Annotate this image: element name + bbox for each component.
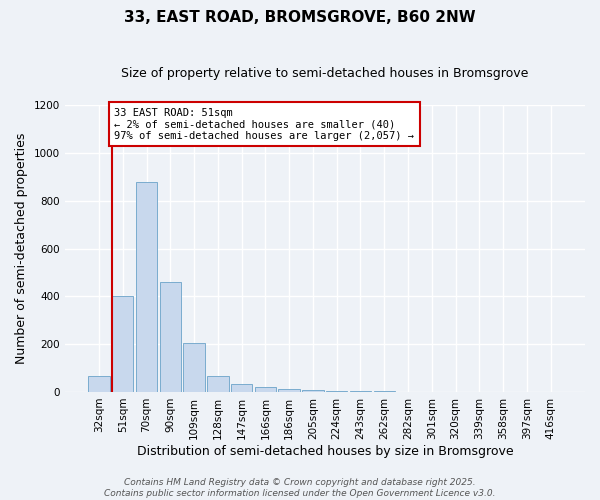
Y-axis label: Number of semi-detached properties: Number of semi-detached properties (15, 133, 28, 364)
Text: 33, EAST ROAD, BROMSGROVE, B60 2NW: 33, EAST ROAD, BROMSGROVE, B60 2NW (124, 10, 476, 25)
Text: 33 EAST ROAD: 51sqm
← 2% of semi-detached houses are smaller (40)
97% of semi-de: 33 EAST ROAD: 51sqm ← 2% of semi-detache… (115, 108, 415, 141)
Text: Contains HM Land Registry data © Crown copyright and database right 2025.
Contai: Contains HM Land Registry data © Crown c… (104, 478, 496, 498)
Bar (326, 391, 347, 392)
Bar (231, 384, 253, 392)
Bar (255, 386, 276, 392)
Bar (88, 376, 110, 392)
Bar (112, 296, 133, 392)
X-axis label: Distribution of semi-detached houses by size in Bromsgrove: Distribution of semi-detached houses by … (137, 444, 513, 458)
Title: Size of property relative to semi-detached houses in Bromsgrove: Size of property relative to semi-detach… (121, 68, 529, 80)
Bar (184, 343, 205, 392)
Bar (350, 391, 371, 392)
Bar (278, 389, 300, 392)
Bar (207, 376, 229, 392)
Bar (160, 282, 181, 392)
Bar (302, 390, 323, 392)
Bar (136, 182, 157, 392)
